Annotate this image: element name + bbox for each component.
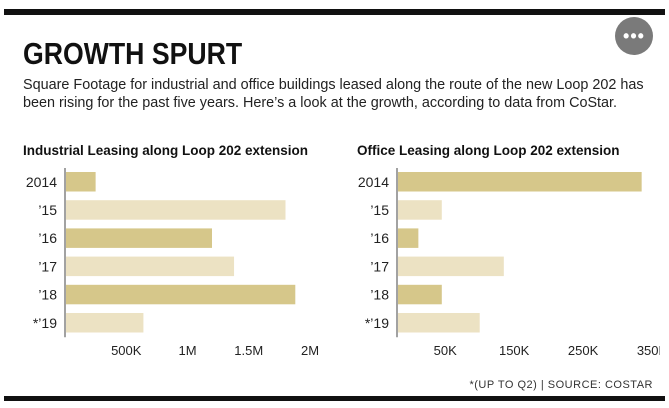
office-category-label: ’15 [370, 202, 389, 218]
page-title: GROWTH SPURT [23, 36, 243, 71]
office-x-tick-label: 150K [499, 343, 530, 358]
industrial-category-label: 2014 [26, 174, 57, 190]
industrial-category-label: ’17 [38, 258, 57, 274]
industrial-x-tick-label: 1.5M [234, 343, 263, 358]
source-footnote: *(UP TO Q2) | SOURCE: COSTAR [469, 379, 653, 391]
office-leasing-chart: 2014 ’15 ’16 ’17 ’18 *’19 50K 150K 250K 350K [358, 168, 660, 358]
office-bar [398, 313, 480, 333]
industrial-bar [66, 284, 296, 305]
more-options-button[interactable]: ••• [615, 17, 653, 55]
industrial-bar [66, 256, 235, 277]
office-x-tick-label: 350K [637, 343, 660, 358]
page-subtitle: Square Footage for industrial and office… [23, 77, 644, 111]
industrial-x-tick-label: 1M [178, 343, 196, 358]
office-chart-title: Office Leasing along Loop 202 extension [357, 143, 620, 158]
industrial-category-label: *’19 [33, 315, 57, 331]
office-bar [398, 256, 504, 277]
industrial-x-tick-label: 500K [111, 343, 142, 358]
office-bar [398, 200, 442, 220]
office-x-tick-label: 250K [568, 343, 599, 358]
industrial-x-tick-label: 2M [301, 343, 319, 358]
office-category-label: *’19 [365, 315, 389, 331]
industrial-category-label: ’16 [38, 230, 57, 246]
more-options-icon: ••• [623, 26, 645, 46]
top-rule [4, 9, 665, 15]
industrial-chart-title: Industrial Leasing along Loop 202 extens… [23, 143, 309, 158]
industrial-leasing-chart: 2014 ’15 ’16 ’17 ’18 *’19 500K 1M 1.5M 2M [26, 168, 319, 358]
industrial-category-label: ’18 [38, 287, 57, 303]
office-category-label: ’16 [370, 230, 389, 246]
office-category-label: ’17 [370, 258, 389, 274]
industrial-bar [66, 228, 212, 248]
office-x-tick-label: 50K [434, 343, 457, 358]
office-bar [398, 228, 419, 248]
office-category-label: 2014 [358, 174, 389, 190]
bottom-rule [4, 396, 665, 401]
office-bar [398, 172, 642, 192]
industrial-category-label: ’15 [38, 202, 57, 218]
office-category-label: ’18 [370, 287, 389, 303]
industrial-bar [66, 172, 96, 192]
industrial-bar [66, 313, 144, 333]
industrial-bar [66, 200, 286, 220]
office-bar [398, 284, 442, 305]
